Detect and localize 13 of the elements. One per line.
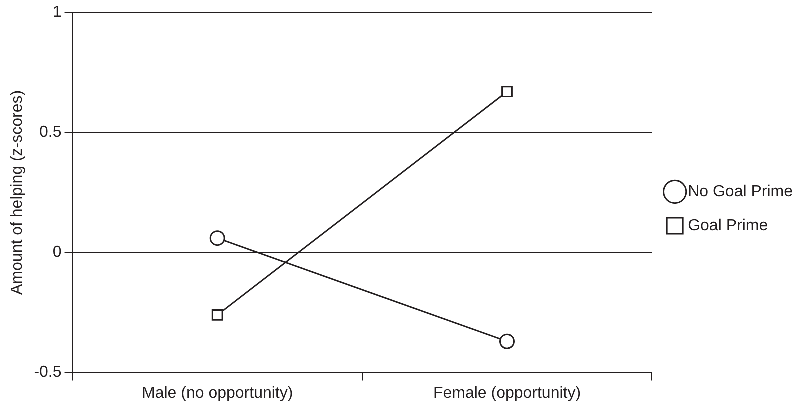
y-tick-label: 1 <box>52 4 62 22</box>
y-tick-label: 0.5 <box>40 124 62 142</box>
legend-label: No Goal Prime <box>688 183 794 200</box>
x-tick-label: Male (no opportunity) <box>142 384 294 402</box>
legend-label: Goal Prime <box>688 217 768 234</box>
point <box>502 86 513 98</box>
point <box>210 230 226 246</box>
point <box>500 334 515 350</box>
y-tick-label: 0 <box>52 244 62 262</box>
y-axis-title: Amount of helping (z-scores) <box>9 90 26 295</box>
x-tick-label: Female (opportunity) <box>433 384 582 402</box>
point <box>212 309 224 321</box>
y-tick-label: -0.5 <box>34 364 62 382</box>
